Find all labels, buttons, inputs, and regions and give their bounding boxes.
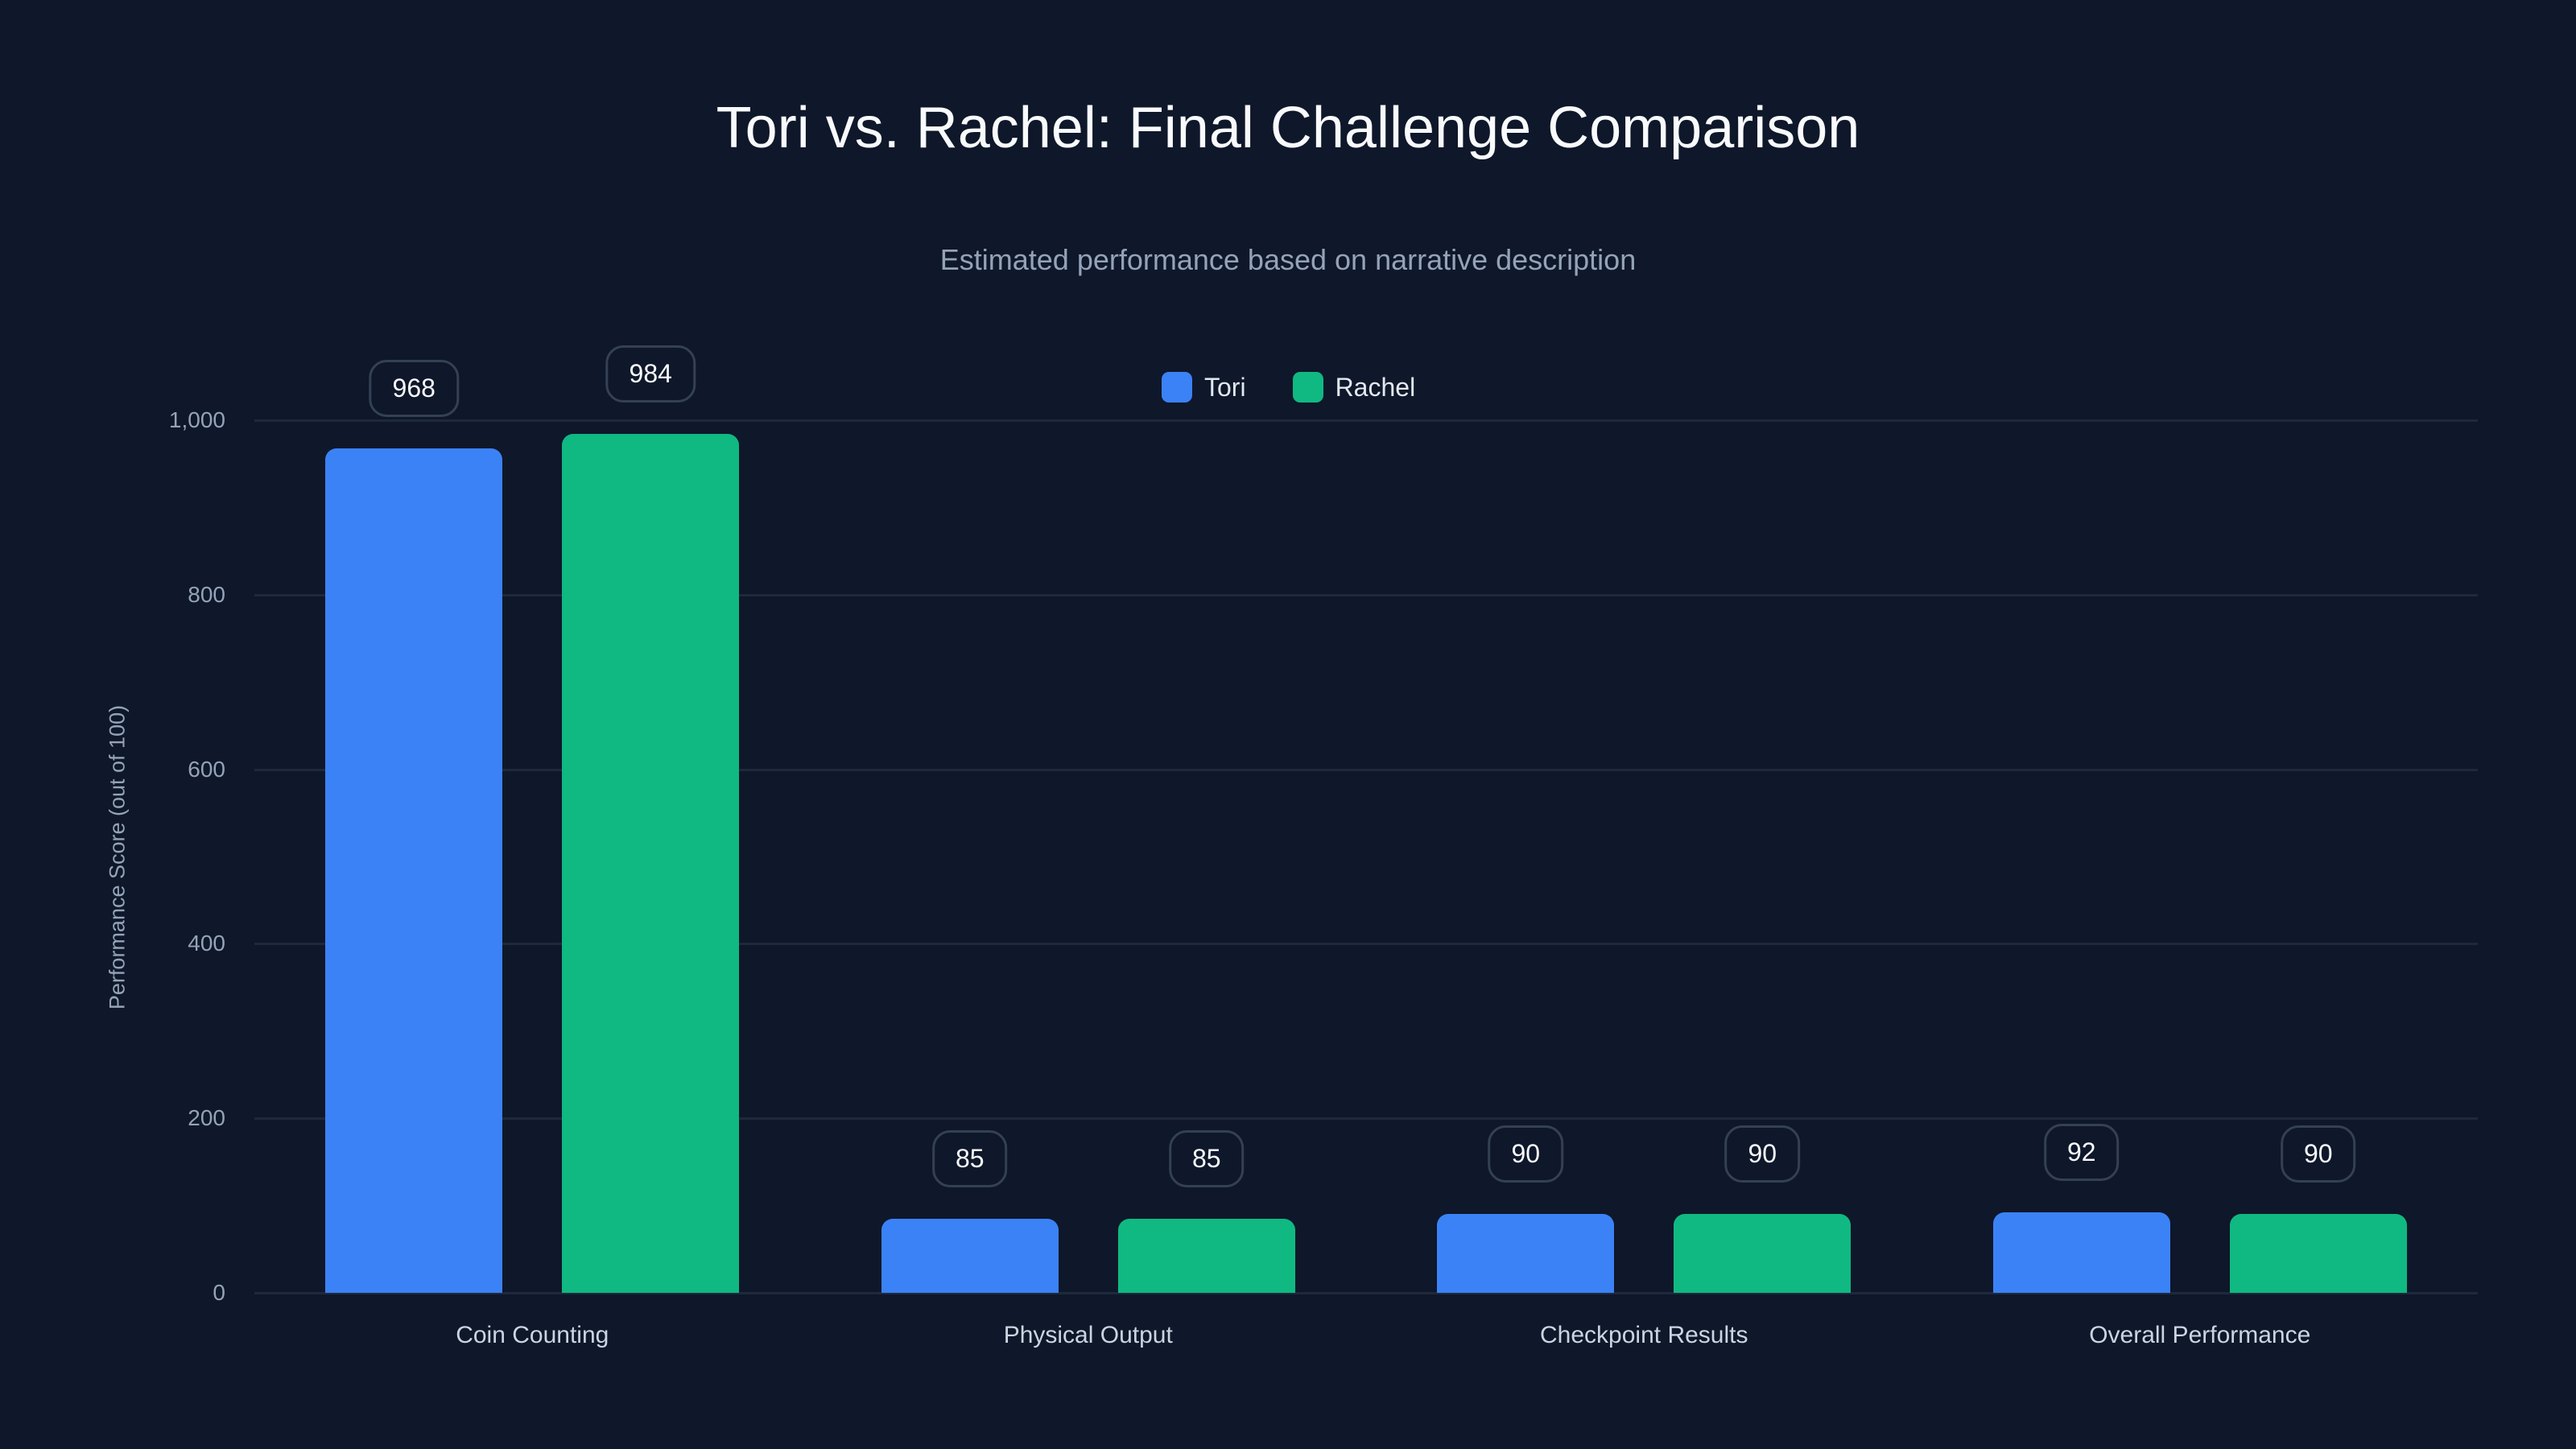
gridline: [254, 943, 2478, 946]
legend-item-rachel[interactable]: Rachel: [1292, 372, 1416, 402]
value-label: 85: [931, 1129, 1008, 1187]
gridline: [254, 1292, 2478, 1294]
value-label: 90: [2280, 1125, 2356, 1183]
y-tick-label: 1,000: [168, 407, 225, 432]
bar-rachel-0[interactable]: [562, 434, 740, 1293]
value-label: 92: [2043, 1124, 2120, 1182]
bar-tori-1[interactable]: [881, 1218, 1059, 1293]
legend: Tori Rachel: [1162, 372, 1462, 402]
bar-rachel-3[interactable]: [2229, 1214, 2407, 1293]
legend-label-rachel: Rachel: [1335, 372, 1416, 402]
bar-tori-0[interactable]: [325, 448, 503, 1293]
legend-swatch-rachel: [1292, 372, 1323, 402]
gridline: [254, 1117, 2478, 1121]
gridline: [254, 768, 2478, 771]
gridline: [254, 419, 2478, 422]
gridline: [254, 593, 2478, 597]
legend-swatch-tori: [1162, 372, 1192, 402]
x-tick-label: Overall Performance: [2089, 1322, 2311, 1348]
value-label: 984: [605, 345, 696, 403]
x-tick-label: Checkpoint Results: [1540, 1322, 1748, 1348]
y-tick-label: 800: [188, 581, 225, 607]
y-tick-label: 0: [213, 1280, 225, 1305]
y-axis-label: Performance Score (out of 100): [105, 704, 130, 1010]
bar-rachel-1[interactable]: [1117, 1218, 1295, 1293]
y-tick-label: 600: [188, 756, 225, 782]
x-tick-label: Physical Output: [1003, 1322, 1173, 1348]
y-tick-label: 200: [188, 1105, 225, 1131]
y-tick-label: 400: [188, 931, 225, 956]
value-label: 90: [1724, 1125, 1801, 1183]
bar-rachel-2[interactable]: [1674, 1214, 1852, 1293]
value-label: 968: [369, 359, 459, 417]
value-label: 90: [1488, 1125, 1564, 1183]
legend-label-tori: Tori: [1204, 372, 1246, 402]
bar-tori-3[interactable]: [1992, 1212, 2170, 1293]
legend-item-tori[interactable]: Tori: [1162, 372, 1246, 402]
value-label: 85: [1168, 1129, 1245, 1187]
chart-subtitle: Estimated performance based on narrative…: [939, 243, 1637, 276]
x-tick-label: Coin Counting: [456, 1322, 609, 1348]
chart-title: Tori vs. Rachel: Final Challenge Compari…: [716, 96, 1860, 160]
bar-tori-2[interactable]: [1437, 1214, 1615, 1293]
